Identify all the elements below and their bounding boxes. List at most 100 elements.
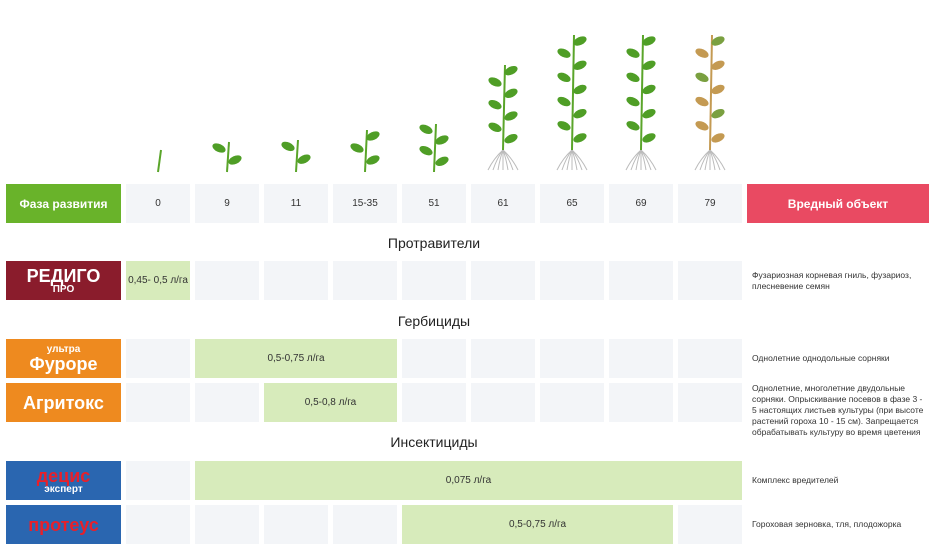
stage-cell: 61 xyxy=(471,184,535,223)
plant-part xyxy=(488,122,502,133)
plant-part xyxy=(435,156,449,167)
logo-text: Агритокс xyxy=(23,392,104,413)
empty-cell xyxy=(126,339,190,378)
stage-label: Фаза развития xyxy=(6,184,121,223)
empty-cell xyxy=(333,261,397,300)
plant-illustrations xyxy=(157,34,726,173)
section-title: Протравители xyxy=(387,235,481,251)
plant-part xyxy=(571,149,588,171)
empty-cell xyxy=(126,505,190,544)
plant-part xyxy=(504,65,518,76)
plant-part xyxy=(642,133,656,143)
section-title: Гербициды xyxy=(397,313,471,329)
logo-text: Фуроре xyxy=(29,353,98,374)
logo-text: децис xyxy=(36,465,91,486)
plant-part xyxy=(626,96,640,107)
section-title: Инсектициды xyxy=(390,434,478,450)
plant-part xyxy=(366,155,380,165)
plant-part xyxy=(350,143,364,153)
plant-part xyxy=(573,60,587,70)
plant-part xyxy=(212,143,226,153)
empty-cell xyxy=(609,339,673,378)
plant-part xyxy=(709,34,713,151)
plant-part xyxy=(435,135,449,145)
empty-cell xyxy=(678,505,742,544)
plant-part xyxy=(711,36,725,46)
plant-part xyxy=(695,96,709,107)
empty-cell xyxy=(402,339,466,378)
product-logo: ультра Фуроре xyxy=(6,339,121,378)
plant-part xyxy=(573,36,587,46)
empty-cell xyxy=(195,505,259,544)
stage-cell: 15-35 xyxy=(333,184,397,223)
plant-part xyxy=(640,34,644,151)
plant-part xyxy=(419,145,433,156)
stage-cell: 51 xyxy=(402,184,466,223)
empty-cell xyxy=(540,339,604,378)
plant-part xyxy=(626,121,640,131)
plant-part xyxy=(228,155,242,165)
plant-part xyxy=(281,141,295,152)
empty-cell xyxy=(540,261,604,300)
plant-part xyxy=(642,60,656,70)
dose-bar: 0,5-0,75 л/га xyxy=(195,339,397,378)
plant-part xyxy=(557,96,571,107)
logo-text: эксперт xyxy=(44,483,83,495)
plant-part xyxy=(709,149,726,171)
empty-cell xyxy=(264,261,328,300)
empty-cell xyxy=(402,383,466,422)
empty-cell xyxy=(264,505,328,544)
pest-text: Однолетние, многолетние двудольные сорня… xyxy=(752,383,924,437)
empty-cell xyxy=(678,339,742,378)
empty-cell xyxy=(402,261,466,300)
plant-part xyxy=(297,154,311,164)
plant-part xyxy=(642,84,656,95)
product-logo: децис эксперт xyxy=(6,461,121,500)
pest-text: Фузариозная корневая гниль, фузариоз, пл… xyxy=(752,269,912,291)
empty-cell xyxy=(609,383,673,422)
plant-part xyxy=(640,149,657,171)
empty-cell xyxy=(540,383,604,422)
plant-part xyxy=(557,48,571,58)
empty-cell xyxy=(471,383,535,422)
plant-part xyxy=(157,149,162,173)
plant-part xyxy=(226,141,230,173)
stage-cell: 65 xyxy=(540,184,604,223)
plant-part xyxy=(642,36,656,46)
plant-part xyxy=(695,72,709,83)
empty-cell xyxy=(678,261,742,300)
plant-part xyxy=(364,129,368,173)
plant-part xyxy=(711,60,725,70)
pest-label: Вредный объект xyxy=(747,184,929,223)
plant-part xyxy=(573,84,587,95)
product-logo: РЕДИГО ПРО xyxy=(6,261,121,300)
logo-text: РЕДИГО xyxy=(26,265,101,286)
dose-bar: 0,45- 0,5 л/га xyxy=(126,261,190,300)
plant-part xyxy=(557,121,571,131)
plant-part xyxy=(642,109,656,119)
plant-part xyxy=(711,84,725,95)
plant-part xyxy=(711,133,725,143)
empty-cell xyxy=(195,383,259,422)
plant-part xyxy=(557,72,571,83)
empty-cell xyxy=(333,505,397,544)
plant-part xyxy=(504,88,518,99)
empty-cell xyxy=(471,261,535,300)
pest-text: Гороховая зерновка, тля, плодожорка xyxy=(752,519,902,529)
plant-part xyxy=(695,121,709,131)
plant-part xyxy=(504,133,518,144)
stage-cell: 69 xyxy=(609,184,673,223)
plant-part xyxy=(504,111,518,121)
product-logo: протеус xyxy=(6,505,121,544)
plant-part xyxy=(695,48,709,58)
plant-part xyxy=(573,109,587,119)
plant-part xyxy=(419,124,433,135)
plant-part xyxy=(626,48,640,58)
stage-cell: 79 xyxy=(678,184,742,223)
stage-cell: 11 xyxy=(264,184,328,223)
plant-part xyxy=(366,131,380,141)
stage-cell: 9 xyxy=(195,184,259,223)
product-logo: Агритокс xyxy=(6,383,121,422)
logo-text: ПРО xyxy=(52,283,75,295)
